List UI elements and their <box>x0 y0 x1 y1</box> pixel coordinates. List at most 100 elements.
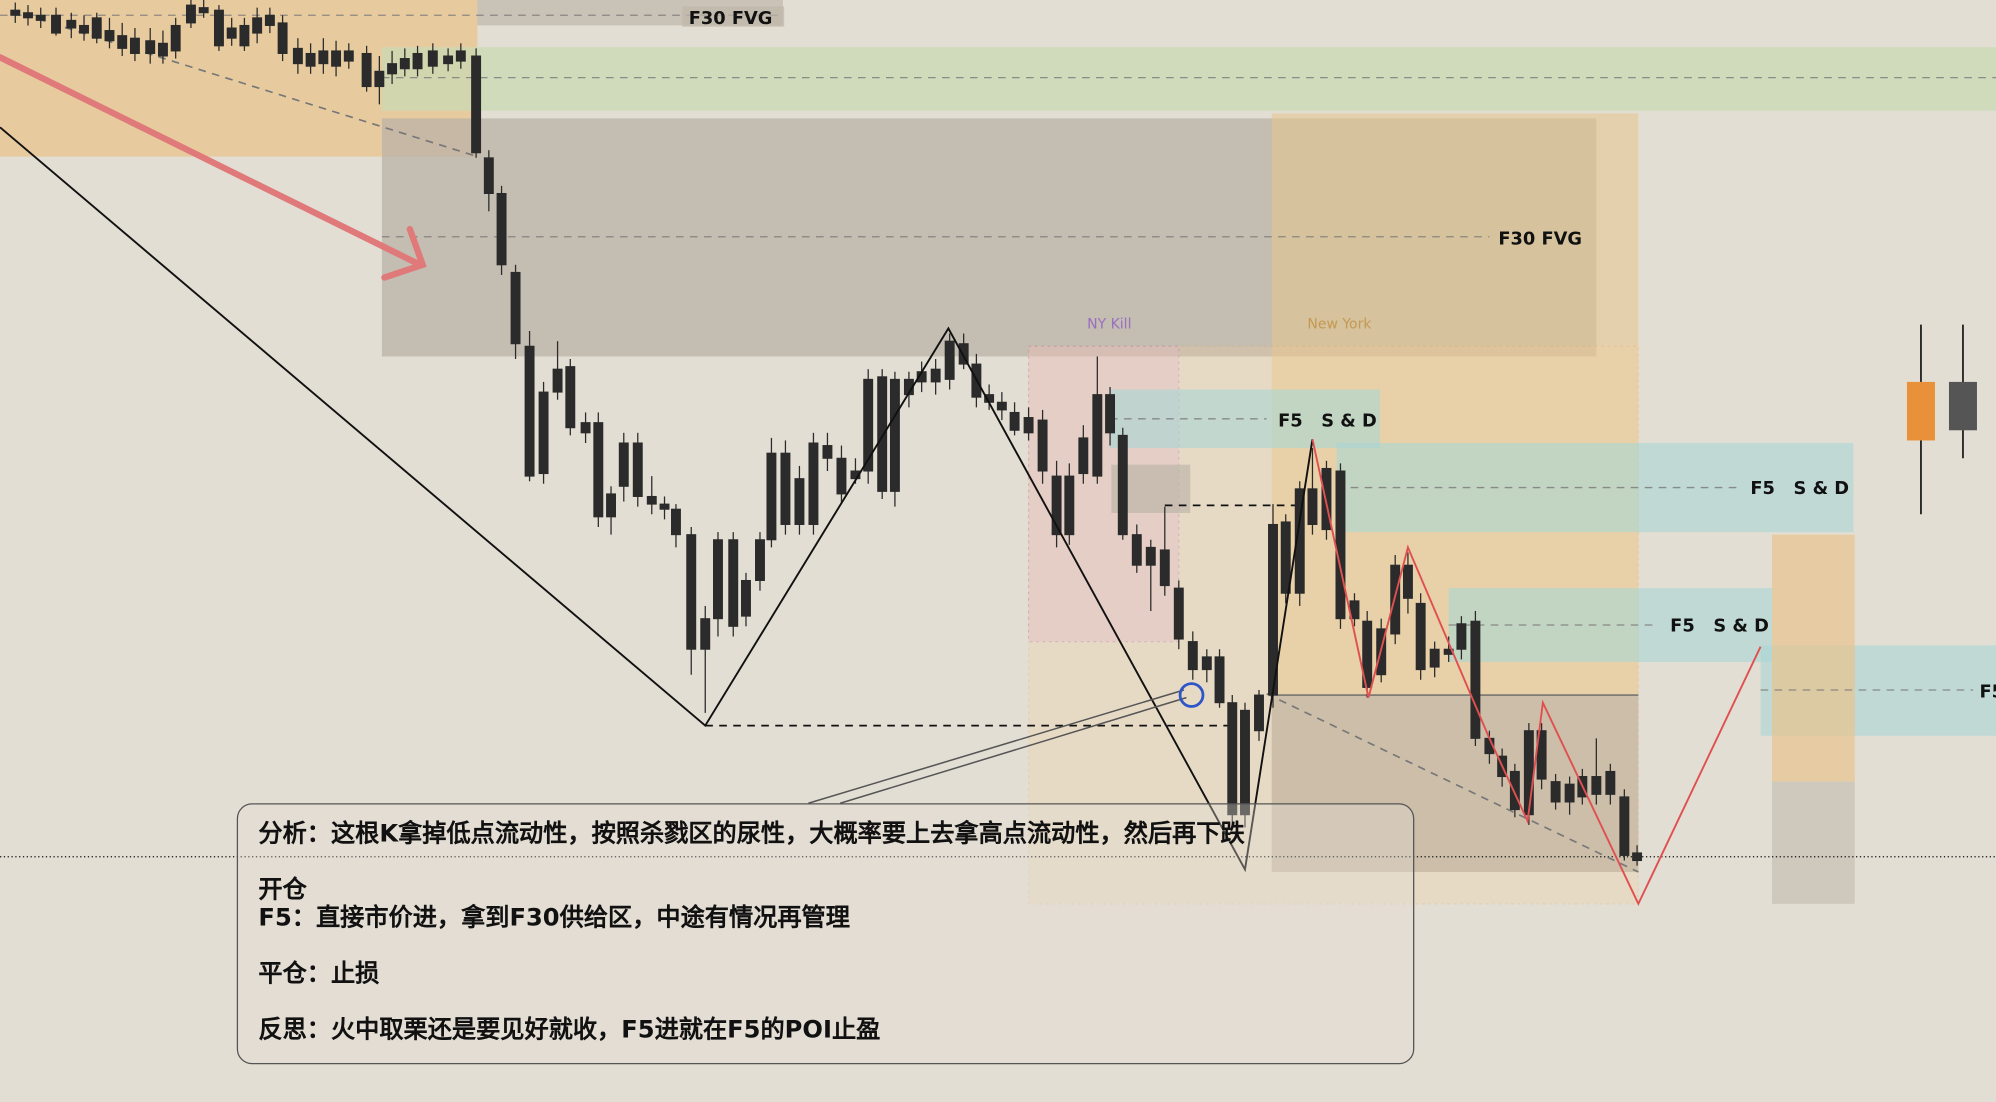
candle-body <box>524 345 535 477</box>
candle-body <box>51 14 61 34</box>
candle-body <box>593 422 604 518</box>
candle-body <box>343 50 354 62</box>
note-analysis: 分析：这根K拿掉低点流动性，按照杀戮区的尿性，大概率要上去拿高点流动性，然后再下… <box>258 819 1245 848</box>
candle-body <box>1173 587 1184 640</box>
candle-body <box>1550 781 1561 803</box>
zone-label-fvg-top: F30 FVG <box>689 8 773 29</box>
candle-body <box>1078 437 1089 475</box>
candle-body <box>496 192 507 266</box>
candle-body <box>10 9 21 16</box>
candle-body <box>822 445 833 459</box>
candle-body <box>1948 381 1977 431</box>
candle-body <box>565 366 576 429</box>
note-open-heading: 开仓 <box>258 875 307 904</box>
candle-body <box>1064 475 1075 536</box>
candle-body <box>996 401 1007 411</box>
candle-body <box>1294 488 1305 594</box>
candle-body <box>1227 702 1238 816</box>
red-projection-path <box>1311 438 1762 907</box>
grey-zone-far <box>1772 781 1855 904</box>
candle-body <box>1509 770 1520 811</box>
orange-zone-far <box>1772 534 1855 782</box>
candle-body <box>1429 648 1440 668</box>
candle-body <box>292 47 303 65</box>
candle-body <box>1456 623 1467 650</box>
candle-body <box>1307 488 1318 525</box>
candle-body <box>1240 709 1250 816</box>
candle-body <box>1619 796 1630 856</box>
candle-body <box>713 539 723 620</box>
candle-body <box>1906 381 1935 441</box>
candle-body <box>836 457 847 495</box>
red-arrow <box>0 54 427 281</box>
candle-body <box>117 35 128 49</box>
candle-body <box>1321 467 1332 531</box>
session-label-ny-kill: NY Kill <box>1087 316 1131 332</box>
candle-body <box>780 452 791 525</box>
zone-label-sd-1: F5 S & D <box>1278 410 1377 431</box>
candle-body <box>552 368 563 393</box>
candle-body <box>606 493 617 518</box>
candle-body <box>1037 419 1048 472</box>
candle-body <box>91 17 102 39</box>
candle-body <box>766 452 777 541</box>
candle-body <box>252 17 263 34</box>
candle-body <box>930 368 941 383</box>
candle-body <box>239 24 250 47</box>
candle-body <box>958 343 969 365</box>
candle-body <box>185 4 196 24</box>
candle-body <box>1051 475 1062 536</box>
candle-body <box>1105 394 1116 434</box>
candle-body <box>331 50 342 67</box>
candle-body <box>538 391 549 475</box>
candle-body <box>145 40 156 54</box>
candle-body <box>1201 656 1212 671</box>
candle-body <box>157 42 168 57</box>
zone-label-fvg-main: F30 FVG <box>1498 228 1582 249</box>
candle-body <box>700 618 711 650</box>
candle-body <box>741 579 751 617</box>
candle-body <box>264 14 275 26</box>
candle-body <box>1335 470 1346 620</box>
candle-body <box>387 63 398 75</box>
candle-body <box>659 503 670 510</box>
grey-zone-low <box>1271 695 1639 873</box>
candle-body <box>1131 534 1142 566</box>
candle-body <box>877 376 888 492</box>
candle-body <box>1415 602 1426 671</box>
candle-body <box>399 58 410 70</box>
note-reflection: 反思：火中取栗还是要见好就收，F5进就在F5的POI止盈 <box>258 1015 881 1044</box>
green-zone-top <box>381 47 1996 111</box>
candle-body <box>794 478 805 525</box>
candle-body <box>686 534 697 650</box>
candle-body <box>455 50 466 62</box>
candle-body <box>1214 656 1225 704</box>
candle-body <box>1023 417 1034 434</box>
candle-body <box>618 442 629 487</box>
candle-body <box>1145 546 1156 566</box>
candle-body <box>66 19 77 29</box>
candle-body <box>1632 852 1643 862</box>
candle-body <box>1564 783 1575 803</box>
candle-body <box>79 24 89 34</box>
candle-body <box>728 539 739 627</box>
candle-body <box>361 52 372 88</box>
market-structure-line <box>0 126 1314 873</box>
candle-body <box>1470 620 1481 739</box>
candle-body <box>1280 521 1291 594</box>
candle-body <box>646 495 657 505</box>
candle-body <box>443 55 454 65</box>
candle-body <box>670 508 681 536</box>
candle-body <box>471 55 482 154</box>
liquidity-sweep-marker <box>1178 682 1205 708</box>
candle-body <box>318 50 329 65</box>
candle-body <box>863 378 874 472</box>
candle-body <box>170 24 181 52</box>
zone-label-sd-3: F5 S & D <box>1670 615 1769 636</box>
candle-body <box>198 7 209 14</box>
candle-body <box>889 378 900 492</box>
candle-body <box>226 27 237 39</box>
candle-body <box>1117 434 1128 536</box>
